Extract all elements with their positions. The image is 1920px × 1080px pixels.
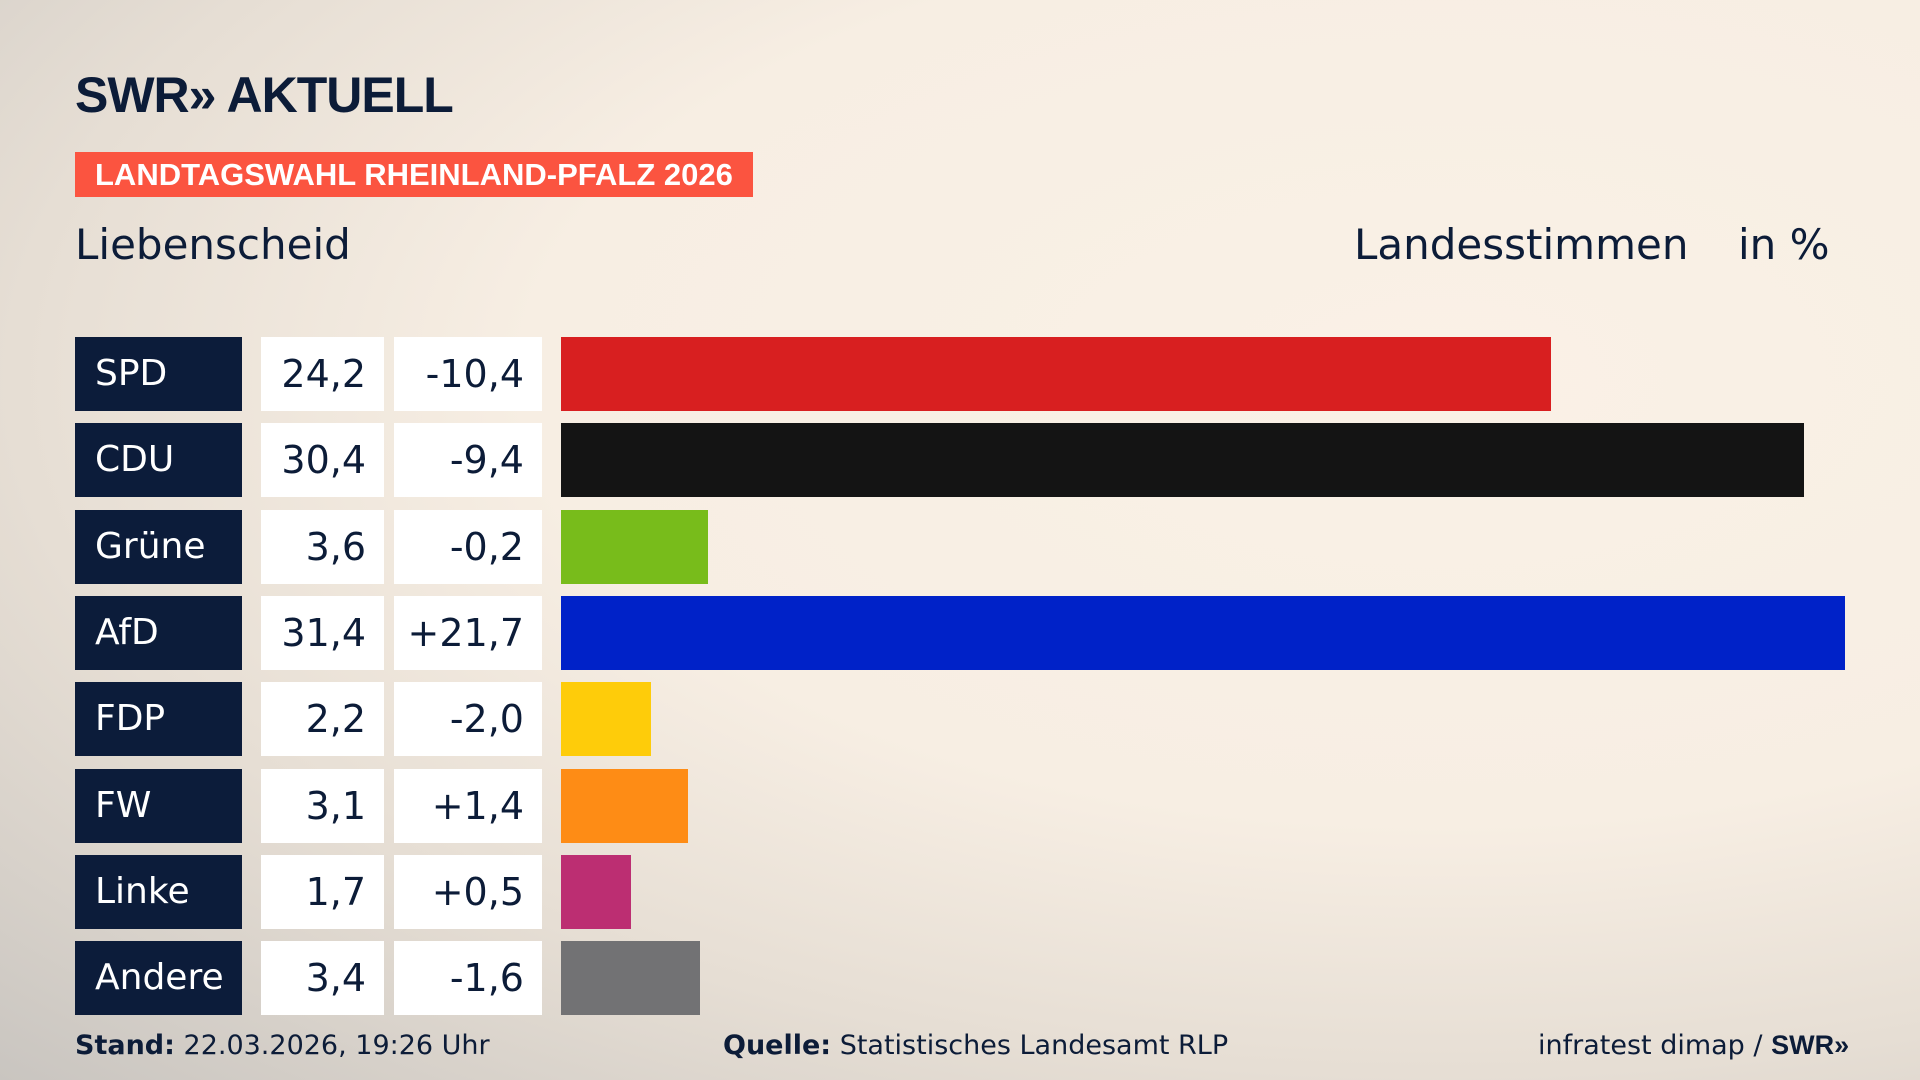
source-label: Quelle: (723, 1030, 832, 1061)
value-label: 2,2 (261, 682, 384, 757)
result-row: SPD 24,2 -10,4 (75, 337, 1875, 411)
value-label: 24,2 (261, 337, 384, 411)
party-label: Andere (75, 941, 242, 1016)
value-label: 1,7 (261, 854, 384, 929)
party-label: FDP (75, 682, 242, 757)
credit-text: infratest dimap / (1538, 1030, 1763, 1061)
swr-logo: SWR» (1771, 1030, 1850, 1060)
stand-label: Stand: (75, 1030, 175, 1061)
source-value: Statistisches Landesamt RLP (839, 1030, 1229, 1061)
party-label: SPD (75, 337, 242, 411)
value-label: 3,1 (261, 768, 384, 843)
diff-label: -9,4 (394, 423, 542, 498)
bar (561, 337, 1551, 411)
place-title: Liebenscheid (75, 220, 351, 269)
result-row: AfD 31,4 +21,7 (75, 595, 1875, 670)
bar (561, 595, 1845, 670)
value-label: 30,4 (261, 423, 384, 498)
party-label: AfD (75, 595, 242, 670)
value-label: 31,4 (261, 595, 384, 670)
value-label: 3,4 (261, 941, 384, 1016)
diff-label: +21,7 (394, 595, 542, 670)
result-row: Linke 1,7 +0,5 (75, 854, 1875, 929)
result-row: Grüne 3,6 -0,2 (75, 509, 1875, 584)
election-banner: LANDTAGSWAHL RHEINLAND-PFALZ 2026 (75, 152, 753, 197)
diff-label: -2,0 (394, 682, 542, 757)
bar (561, 941, 701, 1016)
source: Quelle: Statistisches Landesamt RLP (723, 1030, 1228, 1061)
vote-type-header: Landesstimmen (1354, 220, 1689, 269)
value-label: 3,6 (261, 509, 384, 584)
stand-value: 22.03.2026, 19:26 Uhr (183, 1030, 490, 1061)
bar (561, 682, 651, 757)
result-row: CDU 30,4 -9,4 (75, 423, 1875, 498)
unit-header: in % (1738, 220, 1830, 269)
bar (561, 509, 709, 584)
diff-label: +1,4 (394, 768, 542, 843)
diff-label: -10,4 (394, 337, 542, 411)
credit: infratest dimap / SWR» (1538, 1030, 1849, 1061)
diff-label: -0,2 (394, 509, 542, 584)
swr-aktuell-logo: SWR» AKTUELL (75, 67, 454, 123)
diff-label: +0,5 (394, 854, 542, 929)
result-row: FW 3,1 +1,4 (75, 768, 1875, 843)
bar (561, 768, 688, 843)
party-label: Linke (75, 854, 242, 929)
result-row: Andere 3,4 -1,6 (75, 941, 1875, 1016)
stand: Stand: 22.03.2026, 19:26 Uhr (75, 1030, 490, 1061)
party-label: FW (75, 768, 242, 843)
bar (561, 854, 631, 929)
bar (561, 423, 1805, 498)
party-label: CDU (75, 423, 242, 498)
result-row: FDP 2,2 -2,0 (75, 682, 1875, 757)
party-label: Grüne (75, 509, 242, 584)
diff-label: -1,6 (394, 941, 542, 1016)
